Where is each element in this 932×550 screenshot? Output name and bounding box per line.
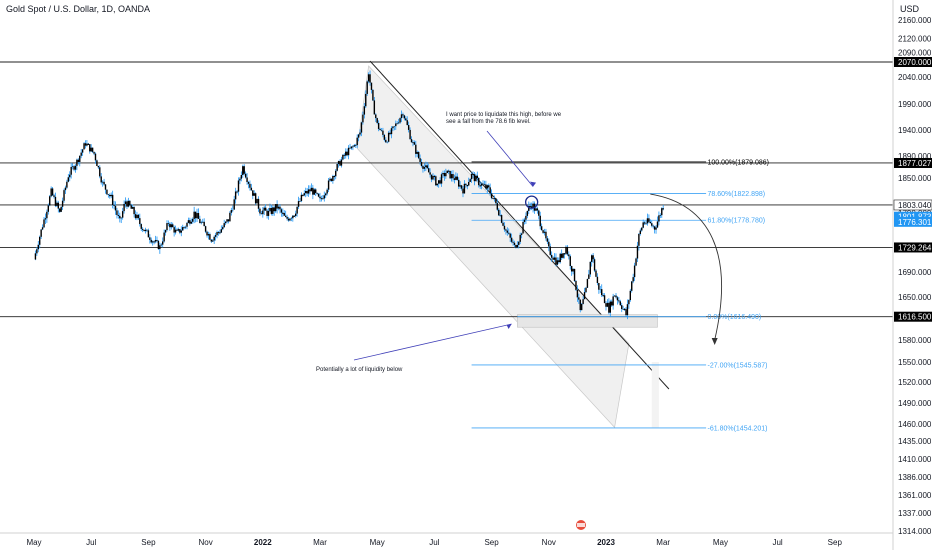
x-tick-label: Sep [484, 538, 499, 547]
y-tick-label: 1337.000 [898, 509, 932, 518]
axis-price-tag-text: 1616.500 [898, 313, 932, 322]
y-tick-label: 1580.000 [898, 336, 932, 345]
y-axis: 2160.000 2120.000 2090.000 2040.000 1990.000… [892, 0, 932, 550]
projection-curve-arrow [650, 193, 722, 341]
x-tick-label: 2023 [597, 538, 615, 547]
annotation-arrow-line [486, 130, 534, 187]
axis-price-tag [894, 211, 932, 222]
axis-price-tag [894, 311, 932, 322]
y-tick-label: 1386.000 [898, 473, 932, 482]
axis-price-tag-text: 2070.000 [898, 58, 932, 67]
x-tick-label: 2022 [254, 538, 272, 547]
axis-price-tag-text: 1776.301 [898, 218, 932, 227]
descending-channel [356, 60, 670, 429]
axis-price-tag [894, 242, 932, 253]
axis-price-tag-text: 1729.264 [898, 243, 932, 252]
economic-event-flag [577, 523, 585, 527]
horizontal-levels [0, 61, 893, 318]
fib-level-label: -61.80%(1454.201) [708, 425, 768, 432]
y-tick-label: 1650.000 [898, 293, 932, 302]
y-tick-label: 2090.000 [898, 49, 932, 58]
y-tick-label: 1314.000 [898, 527, 932, 536]
fib-level-label: 78.60%(1822.898) [708, 191, 766, 198]
y-tick-label: 2120.000 [898, 35, 932, 44]
fib-level-label: 0.00%(1616.490) [708, 314, 762, 321]
x-tick-label: Nov [198, 538, 212, 547]
chart-title: Gold Spot / U.S. Dollar, 1D, OANDA [6, 4, 151, 14]
y-tick-label: 1361.000 [898, 491, 932, 500]
projection-arrow-head [711, 338, 718, 345]
y-tick-label: 2040.000 [898, 73, 932, 82]
trend-line-upper [369, 60, 670, 390]
annotations: I want price to liquidate this high, bef… [316, 112, 722, 373]
currency-label: USD [900, 4, 920, 14]
annotation-arrow-head [506, 324, 512, 330]
y-tick-label: 1410.000 [898, 455, 932, 464]
liquidity-high-marker [524, 195, 539, 209]
x-tick-label: Jul [86, 538, 96, 547]
x-tick-label: Jul [429, 538, 439, 547]
fib-level-label: 61.80%(1778.780) [708, 218, 766, 225]
y-tick-label: 1850.000 [898, 174, 932, 183]
channel-fill [356, 65, 630, 429]
y-tick-label: 1435.000 [898, 437, 932, 446]
annotation-text-liquidate: I want price to liquidate this high, bef… [446, 112, 562, 118]
y-tick-label: 1490.000 [898, 399, 932, 408]
projection-zone [651, 362, 659, 428]
axis-price-tag [894, 157, 932, 168]
y-tick-label: 1520.000 [898, 378, 932, 387]
axis-price-tag [893, 199, 932, 211]
y-tick-label: 1990.000 [898, 100, 932, 109]
x-tick-label: May [713, 538, 728, 547]
x-tick-label: Jul [772, 538, 782, 547]
x-tick-label: May [26, 538, 41, 547]
price-candles [34, 70, 664, 320]
axis-price-tag-text: 1877.027 [898, 159, 932, 168]
annotation-text-liquidate: see a fall from the 78.6 fib level. [446, 119, 531, 125]
x-tick-label: Nov [542, 538, 556, 547]
fib-level-label: -27.00%(1545.587) [708, 362, 768, 369]
x-axis: May Jul Sep Nov 2022 Mar May Jul Sep Nov 2023 Mar Ma… [0, 520, 893, 547]
annotation-arrow-head [530, 181, 537, 187]
price-labels: 2070.0001877.0271803.0401801.8731776.301… [893, 57, 932, 322]
x-tick-label: Sep [141, 538, 156, 547]
x-tick-label: Sep [828, 538, 843, 547]
y-tick-label: 1690.000 [898, 268, 932, 277]
y-tick-label: 1550.000 [898, 358, 932, 367]
fib-level-label: 100.00%(1879.086) [708, 159, 770, 166]
y-tick-label: 2160.000 [898, 16, 932, 25]
y-tick-label: 1890.000 [898, 152, 932, 161]
axis-price-tag [894, 216, 932, 227]
annotation-text-liquidity: Potentially a lot of liquidity below [316, 367, 403, 373]
axis-price-tag-text: 1803.040 [898, 201, 932, 210]
annotation-arrow-line [353, 323, 512, 361]
x-tick-label: May [370, 538, 385, 547]
y-tick-label: 1940.000 [898, 126, 932, 135]
x-tick-label: Mar [313, 538, 327, 547]
axis-price-tag [894, 57, 932, 67]
y-tick-label: 1460.000 [898, 420, 932, 429]
liquidity-zone [517, 314, 658, 328]
x-tick-label: Mar [656, 538, 670, 547]
fib-extension: 100.00%(1879.086) 78.60%(1822.898) 61.80%(… [471, 159, 770, 432]
